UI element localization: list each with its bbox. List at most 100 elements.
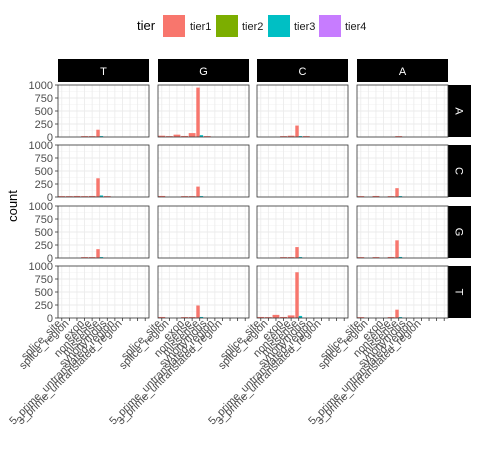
bar-A-G-splice_site-tier1 (158, 135, 166, 137)
row-strip-A (448, 85, 471, 137)
panel-border-C-A (356, 144, 449, 198)
bar-T-C-splice_site-tier1 (257, 316, 265, 318)
bar-G-C-missense-tier3 (298, 257, 303, 258)
bar-C-G-missense-tier3 (199, 196, 204, 197)
bar-A-G-missense-tier3 (199, 135, 204, 137)
col-strip-label-C: C (299, 66, 307, 78)
y-tick-label: 1000 (29, 261, 53, 273)
bar-C-G-exon-tier1 (181, 196, 188, 197)
y-tick-label: 0 (47, 132, 53, 144)
col-strip-label-T: T (100, 66, 107, 78)
y-tick-label: 0 (47, 192, 53, 204)
bar-T-A-missense-tier1 (395, 309, 399, 318)
panel-border-G-G (157, 205, 250, 259)
legend-key-tier4 (319, 15, 341, 37)
bar-G-C-exon-tier1 (280, 257, 287, 258)
bar-T-G-exon-tier1 (181, 317, 188, 318)
col-strip-A (357, 59, 448, 82)
bar-C-T-missense-tier3 (99, 195, 104, 197)
bar-C-T-synonymous-tier1 (103, 196, 111, 197)
bar-C-T-nonsense-tier1 (88, 195, 96, 197)
panel-border-T-G (157, 265, 250, 319)
col-strip-label-A: A (399, 66, 407, 78)
bar-A-T-exon-tier1 (81, 136, 88, 137)
panel-border-T-C (256, 265, 349, 319)
bar-A-T-missense-tier3 (99, 136, 104, 137)
y-tick-label: 500 (35, 287, 53, 299)
bar-A-A-missense-tier1 (395, 136, 403, 137)
bar-G-A-nonsense-tier1 (387, 256, 395, 258)
legend-label-tier3: tier3 (294, 21, 315, 33)
bar-G-T-nonsense-tier1 (88, 257, 96, 258)
bar-C-A-missense-tier1 (395, 188, 399, 197)
bar-A-G-intron-tier1 (173, 134, 181, 137)
bar-G-C-nonsense-tier1 (287, 257, 295, 258)
bar-T-G-nonsense-tier1 (188, 317, 196, 318)
bar-A-G-missense-tier1 (196, 87, 200, 137)
bar-T-C-intron-tier1 (272, 314, 280, 318)
bar-A-G-synonymous-tier1 (203, 136, 211, 137)
bar-T-C-missense-tier1 (295, 272, 299, 318)
bar-C-A-splice_site-tier1 (357, 196, 365, 197)
bar-T-C-nonsense-tier1 (287, 315, 295, 318)
row-strip-label-G: G (453, 228, 465, 237)
bar-A-G-splice_region-tier1 (165, 136, 173, 137)
y-tick-label: 750 (35, 274, 53, 286)
bar-C-T-splice_region-tier1 (65, 196, 73, 197)
bar-T-G-splice_site-tier1 (158, 316, 166, 318)
bar-A-T-missense-tier1 (96, 129, 100, 137)
bar-G-A-intron-tier1 (372, 257, 380, 258)
bar-A-T-nonsense-tier1 (88, 136, 96, 137)
legend-label-tier4: tier4 (345, 21, 366, 33)
panel-border-G-A (356, 205, 449, 259)
row-strip-label-C: C (453, 167, 465, 175)
y-tick-label: 250 (35, 240, 53, 252)
legend-key-tier3 (268, 15, 290, 37)
y-tick-label: 0 (47, 253, 53, 265)
bar-G-C-missense-tier1 (295, 247, 299, 258)
bar-T-C-splice_region-tier1 (264, 317, 272, 318)
bar-A-C-synonymous-tier1 (302, 136, 310, 137)
y-tick-label: 1000 (29, 140, 53, 152)
bar-A-C-missense-tier3 (298, 136, 303, 137)
legend-label-tier1: tier1 (190, 21, 211, 33)
bar-T-C-missense-tier3 (298, 315, 303, 318)
col-strip-C (257, 59, 348, 82)
row-strip-G (448, 206, 471, 258)
row-strip-C (448, 145, 471, 197)
y-tick-label: 500 (35, 106, 53, 118)
legend-label-tier2: tier2 (242, 21, 263, 33)
y-tick-label: 1000 (29, 80, 53, 92)
y-tick-label: 0 (47, 313, 53, 325)
panel-border-G-C (256, 205, 349, 259)
bar-T-G-missense-tier3 (199, 316, 204, 318)
col-strip-label-G: G (199, 66, 208, 78)
y-tick-label: 750 (35, 93, 53, 105)
bar-G-A-missense-tier3 (398, 256, 403, 258)
bar-G-A-splice_site-tier1 (357, 257, 365, 258)
bar-A-G-nonsense-tier1 (188, 133, 196, 137)
bar-C-A-missense-tier3 (398, 196, 403, 197)
bar-C-G-splice_site-tier1 (158, 195, 166, 197)
bar-C-T-splice_site-tier1 (58, 196, 66, 197)
panel-border-T-A (356, 265, 449, 319)
bar-T-G-missense-tier1 (196, 305, 200, 318)
bar-C-G-nonsense-tier1 (188, 196, 196, 197)
row-strip-label-A: A (453, 107, 465, 115)
panel-border-C-G (157, 144, 250, 198)
y-axis-title: count (5, 190, 20, 222)
y-tick-label: 250 (35, 179, 53, 191)
bar-C-G-missense-tier1 (196, 186, 200, 197)
panel-border-C-C (256, 144, 349, 198)
panel-border-A-G (157, 84, 250, 138)
legend-key-tier2 (216, 15, 238, 37)
bar-A-G-exon-tier1 (181, 135, 188, 137)
y-tick-label: 1000 (29, 201, 53, 213)
panel-border-A-C (256, 84, 349, 138)
bar-T-C-exon-tier1 (280, 316, 287, 318)
col-strip-T (58, 59, 149, 82)
y-tick-label: 750 (35, 153, 53, 165)
bar-C-T-intron-tier1 (73, 195, 81, 197)
